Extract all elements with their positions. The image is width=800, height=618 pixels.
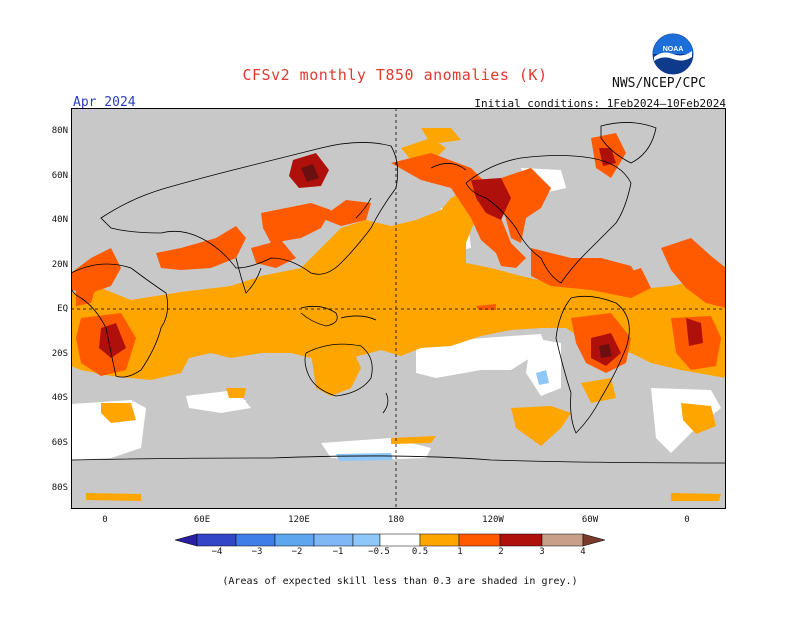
colorbar-bin-neg3-neg2 xyxy=(235,533,276,547)
lon-label-0: 0 xyxy=(102,515,108,525)
colorbar-bin-05-1 xyxy=(419,533,460,547)
colorbar-label-neg3: −3 xyxy=(251,547,263,557)
colorbar-label-neg2: −2 xyxy=(291,547,303,557)
lon-label-0-east: 0 xyxy=(684,515,690,525)
colorbar-bin-2-3 xyxy=(499,533,543,547)
colorbar-low-arrow xyxy=(175,533,198,547)
lon-label-60e: 60E xyxy=(193,515,211,525)
colorbar xyxy=(175,533,606,547)
lat-label-80n: 80N xyxy=(51,126,68,136)
colorbar-bin-neg4-neg3 xyxy=(196,533,237,547)
lat-label-eq: EQ xyxy=(57,304,68,314)
colorbar-bin-neg2-neg1 xyxy=(274,533,315,547)
colorbar-label-neg4: −4 xyxy=(211,547,223,557)
colorbar-bin-1-2 xyxy=(458,533,501,547)
lon-label-180: 180 xyxy=(387,515,405,525)
coastlines xyxy=(71,122,726,464)
lat-label-40n: 40N xyxy=(51,215,68,225)
anomaly-3-4 xyxy=(301,164,612,358)
lat-label-40s: 40S xyxy=(51,393,68,403)
lat-label-20s: 20S xyxy=(51,349,68,359)
colorbar-label-4: 4 xyxy=(580,547,586,557)
skill-footnote: (Areas of expected skill less than 0.3 a… xyxy=(222,576,578,587)
colorbar-label-3: 3 xyxy=(539,547,545,557)
lon-label-120e: 120E xyxy=(288,515,310,525)
colorbar-label-neg05: −0.5 xyxy=(368,547,390,557)
logo-text: NOAA xyxy=(663,46,684,53)
colorbar-bin-3-4 xyxy=(541,533,584,547)
lat-label-20n: 20N xyxy=(51,260,68,270)
lat-label-80s: 80S xyxy=(51,483,68,493)
anomaly-map xyxy=(71,108,726,509)
noaa-logo: NOAA xyxy=(652,33,694,75)
colorbar-bin-neutral xyxy=(379,533,421,547)
colorbar-high-arrow xyxy=(582,533,606,547)
anomaly-neg-0.5-1 xyxy=(336,370,549,461)
lon-label-120w: 120W xyxy=(482,515,504,525)
colorbar-bin-neg05 xyxy=(352,533,381,547)
colorbar-label-neg1: −1 xyxy=(332,547,344,557)
map-title: CFSv2 monthly T850 anomalies (K) xyxy=(242,66,548,84)
lon-label-60w: 60W xyxy=(581,515,599,525)
initial-conditions: Initial conditions: 1Feb2024–10Feb2024 xyxy=(474,97,726,110)
agency-label: NWS/NCEP/CPC xyxy=(612,76,706,91)
colorbar-bin-neg1-neg05 xyxy=(313,533,354,547)
lat-label-60n: 60N xyxy=(51,171,68,181)
colorbar-label-05: 0.5 xyxy=(411,547,429,557)
colorbar-label-2: 2 xyxy=(498,547,504,557)
valid-month: Apr 2024 xyxy=(73,95,136,110)
lat-label-60s: 60S xyxy=(51,438,68,448)
colorbar-label-1: 1 xyxy=(457,547,463,557)
